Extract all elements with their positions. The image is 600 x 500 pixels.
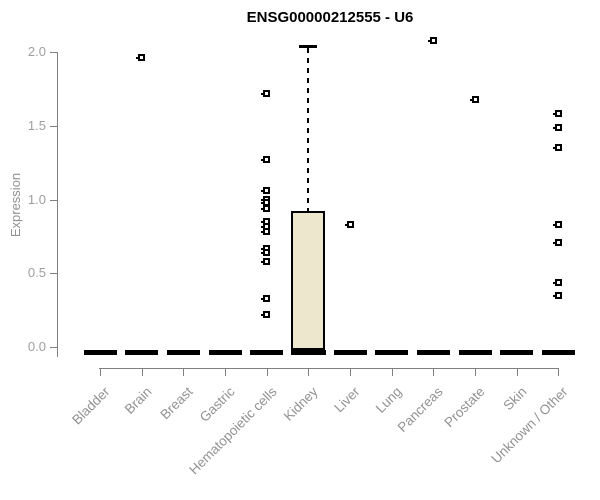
x-axis-tick bbox=[308, 368, 310, 376]
x-axis-tick bbox=[433, 368, 435, 376]
outlier-point bbox=[261, 187, 271, 195]
y-axis-tick bbox=[50, 273, 57, 275]
outlier-point bbox=[261, 204, 271, 212]
outlier-point bbox=[469, 95, 479, 103]
x-axis-tick bbox=[475, 368, 476, 376]
x-axis-tick bbox=[183, 368, 185, 376]
outlier-point bbox=[552, 238, 562, 246]
collapsed-box bbox=[250, 350, 284, 355]
outlier-point bbox=[261, 257, 271, 265]
y-tick-label: 0.5 bbox=[27, 265, 46, 281]
outlier-point bbox=[552, 291, 562, 299]
outlier-point bbox=[261, 311, 271, 319]
y-axis-tick bbox=[50, 52, 57, 53]
y-tick-label: 1.0 bbox=[27, 191, 46, 207]
collapsed-box bbox=[208, 350, 242, 355]
x-axis-line bbox=[99, 368, 560, 369]
x-axis-tick bbox=[350, 368, 351, 376]
collapsed-box bbox=[125, 350, 159, 355]
chart-title: ENSG00000212555 - U6 bbox=[246, 9, 414, 26]
whisker-line bbox=[307, 47, 310, 212]
outlier-point bbox=[552, 123, 562, 131]
median-line bbox=[291, 350, 327, 355]
y-axis-tick bbox=[50, 125, 57, 127]
outlier-point bbox=[261, 228, 271, 236]
y-axis-tick bbox=[50, 199, 57, 201]
outlier-point bbox=[261, 249, 271, 257]
x-axis-tick bbox=[100, 368, 101, 376]
x-axis-tick bbox=[225, 368, 226, 376]
x-axis-tick bbox=[516, 368, 518, 376]
collapsed-box bbox=[166, 350, 200, 355]
y-tick-label: 1.5 bbox=[27, 117, 46, 133]
y-tick-label: 0.0 bbox=[27, 339, 46, 354]
outlier-point bbox=[344, 221, 354, 229]
outlier-point bbox=[552, 110, 562, 118]
outlier-point bbox=[552, 144, 562, 152]
y-axis-tick bbox=[50, 347, 57, 348]
y-tick-label: 2.0 bbox=[27, 44, 46, 59]
box bbox=[291, 211, 326, 350]
collapsed-box bbox=[83, 350, 117, 355]
collapsed-box bbox=[500, 350, 534, 355]
collapsed-box bbox=[416, 350, 450, 355]
outlier-point bbox=[552, 221, 562, 229]
collapsed-box bbox=[541, 350, 575, 355]
outlier-point bbox=[261, 156, 271, 164]
collapsed-box bbox=[375, 350, 409, 355]
collapsed-box bbox=[333, 350, 367, 355]
outlier-point bbox=[552, 278, 562, 286]
outlier-point bbox=[136, 54, 146, 62]
outlier-point bbox=[427, 36, 437, 44]
outlier-point bbox=[261, 294, 271, 302]
x-axis-tick bbox=[558, 368, 560, 376]
y-axis-line bbox=[57, 52, 58, 357]
x-axis-tick bbox=[266, 368, 268, 376]
outlier-point bbox=[261, 89, 271, 97]
collapsed-box bbox=[458, 350, 492, 355]
whisker-cap bbox=[299, 44, 318, 48]
x-axis-tick bbox=[141, 368, 143, 376]
x-axis-tick bbox=[391, 368, 393, 376]
